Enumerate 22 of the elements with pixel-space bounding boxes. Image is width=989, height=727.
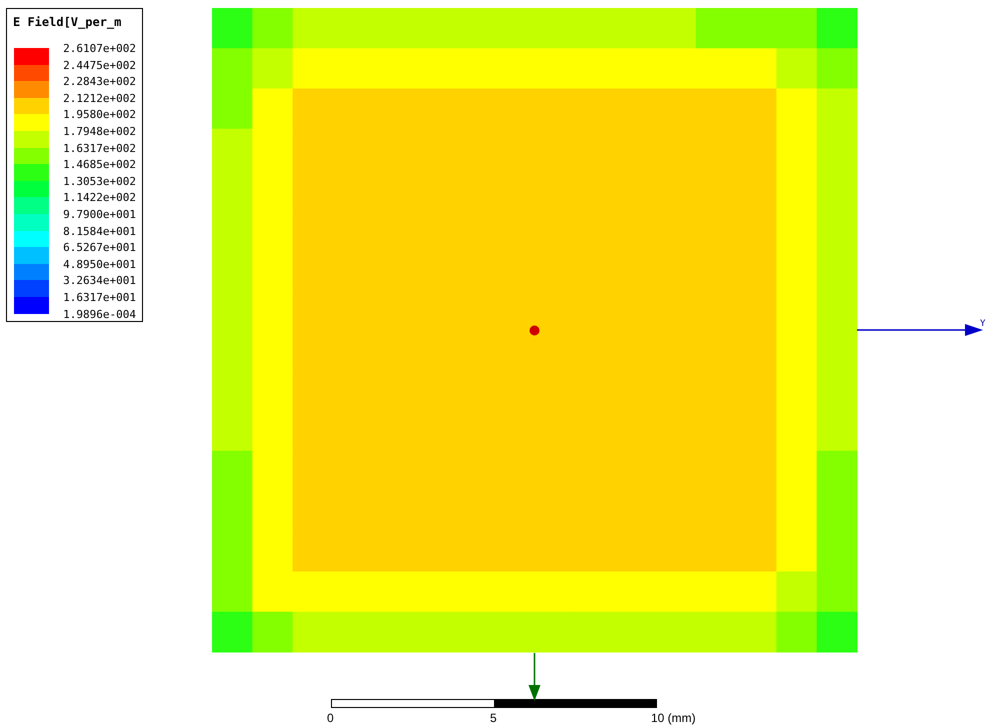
color-bar-label: 2.1212e+002 (63, 92, 136, 105)
color-bar-label: 1.4685e+002 (63, 158, 136, 172)
color-bar-label: 2.2843e+002 (63, 75, 136, 88)
color-bar-label: 1.9896e-004 (63, 308, 136, 321)
text: 10 (mm) (651, 711, 696, 725)
color-bar-label: 1.3053e+002 (63, 174, 136, 188)
color-bar-label: 9.7900e+001 (63, 208, 136, 221)
text: 0 (327, 711, 334, 725)
color-bar-label: 4.8950e+001 (63, 258, 136, 271)
text: Y (980, 319, 986, 329)
color-bar-label: 6.5267e+001 (63, 241, 136, 254)
color-bar-title: E Field[V_per_m (13, 15, 122, 29)
color-bar-label: 8.1584e+001 (63, 224, 136, 238)
color-bar-label: 1.6317e+002 (63, 142, 136, 155)
color-bar-label: 1.6317e+001 (63, 291, 136, 304)
color-bar-label: 1.1422e+002 (63, 191, 136, 204)
color-bar-label: 2.4475e+002 (63, 58, 136, 72)
color-bar-label: 2.6107e+002 (63, 42, 136, 55)
text: 5 (490, 711, 497, 725)
color-bar-label: 1.7948e+002 (63, 125, 136, 138)
color-bar-label: 3.2634e+001 (63, 274, 136, 288)
color-bar-label: 1.9580e+002 (63, 108, 136, 122)
